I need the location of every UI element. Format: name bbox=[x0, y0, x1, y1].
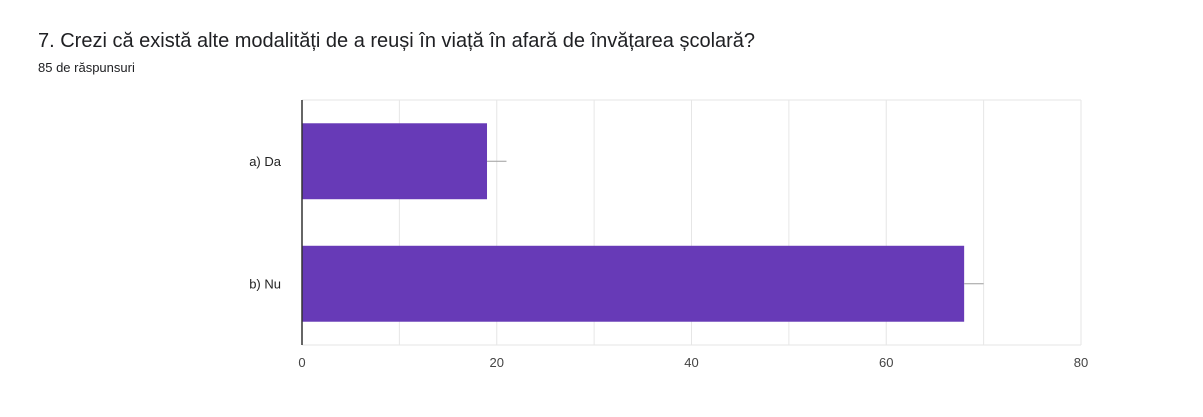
bars bbox=[302, 123, 984, 322]
x-tick-label: 40 bbox=[684, 355, 698, 370]
bar-1 bbox=[302, 123, 488, 200]
bar-2 bbox=[302, 245, 965, 322]
category-label-2: b) Nu bbox=[249, 276, 281, 291]
x-tick-label: 0 bbox=[298, 355, 305, 370]
question-title: 7. Crezi că există alte modalități de a … bbox=[38, 30, 756, 52]
x-tick-label: 80 bbox=[1074, 355, 1088, 370]
x-tick-label: 20 bbox=[490, 355, 504, 370]
category-label-1: a) Da bbox=[249, 154, 282, 169]
labels: a) Da b) Nu 0 20 40 60 80 bbox=[249, 154, 1088, 370]
response-count: 85 de răspunsuri bbox=[38, 60, 135, 75]
x-tick-label: 60 bbox=[879, 355, 893, 370]
